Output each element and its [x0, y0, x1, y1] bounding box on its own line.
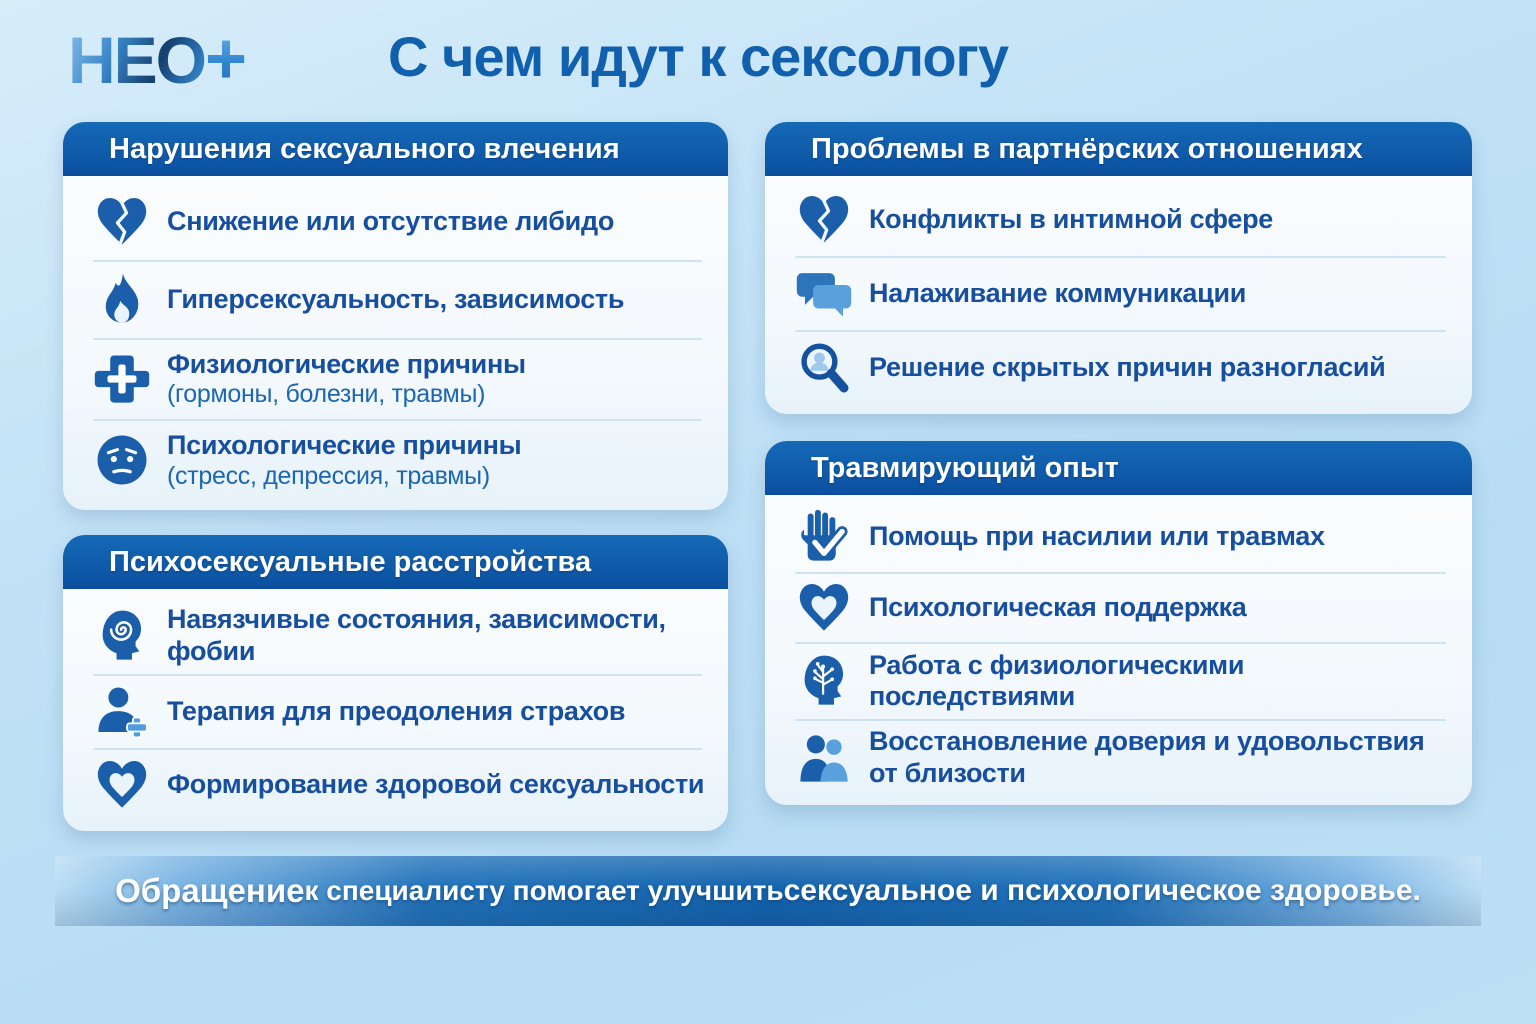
card-partner-problems: Проблемы в партнёрских отношениях Конфли…: [765, 122, 1472, 414]
item-label: Восстановление доверия и удовольствия от…: [869, 725, 1425, 788]
item-label: Конфликты в интимной сфере: [869, 204, 1273, 235]
item-label: Формирование здоровой сексуальности: [167, 769, 705, 800]
list-item: Налаживание коммуникации: [795, 265, 1452, 323]
logo: НЕО+: [68, 18, 247, 100]
item-subtitle: (стресс, депрессия, травмы): [167, 461, 490, 490]
heart-in-heart-icon: [93, 756, 151, 814]
card-header: Травмирующий опыт: [765, 441, 1472, 495]
footer-text-bold: сексуальное и психологическое здоровье.: [783, 874, 1421, 907]
list-item: Конфликты в интимной сфере: [795, 191, 1452, 249]
item-label: Навязчивые состояния, зависимости, фобии: [167, 603, 666, 666]
item-label: Помощь при насилии или травмах: [869, 521, 1325, 552]
chat-bubbles-icon: [795, 265, 853, 323]
card-sexual-desire-disorders: Нарушения сексуального влечения Снижение…: [63, 122, 728, 510]
divider: [795, 256, 1446, 258]
broken-heart-icon: [93, 193, 151, 251]
item-label: Терапия для преодоления страхов: [167, 695, 626, 726]
divider: [795, 571, 1446, 574]
item-label: Снижение или отсутствие либидо: [167, 205, 615, 236]
list-item: Психологические причины (стресс, депресс…: [93, 430, 708, 491]
head-spiral-icon: [93, 607, 151, 665]
medical-cross-icon: [93, 350, 151, 408]
item-label: Физиологические причины (гормоны, болезн…: [167, 349, 526, 410]
list-item: Формирование здоровой сексуальности: [93, 756, 708, 814]
list-item: Физиологические причины (гормоны, болезн…: [93, 349, 708, 410]
divider: [93, 337, 702, 340]
divider: [93, 674, 702, 677]
card-psychosexual-disorders: Психосексуальные расстройства Навязчивые…: [63, 535, 728, 831]
logo-plus-icon: +: [205, 19, 247, 99]
magnifier-head-icon: [795, 339, 853, 397]
item-label: Налаживание коммуникации: [869, 278, 1247, 309]
footer-text-bold: Обращение: [115, 872, 305, 909]
list-item: Работа с физиологическими последствиями: [795, 650, 1452, 714]
item-title: Психологические причины: [167, 429, 522, 460]
list-item: Снижение или отсутствие либидо: [93, 193, 708, 251]
card-body: Помощь при насилии или травмах Психологи…: [765, 495, 1472, 805]
divider: [93, 418, 702, 421]
couple-icon: [795, 729, 853, 787]
card-traumatic-experience: Травмирующий опыт Помощь при насилии или…: [765, 441, 1472, 805]
list-item: Психологическая поддержка: [795, 579, 1452, 637]
card-body: Навязчивые состояния, зависимости, фобии…: [63, 589, 728, 831]
card-header: Психосексуальные расстройства: [63, 535, 728, 589]
worried-face-icon: [93, 431, 151, 489]
broken-heart-icon: [795, 191, 853, 249]
divider: [795, 330, 1446, 332]
list-item: Навязчивые состояния, зависимости, фобии: [93, 604, 708, 668]
list-item: Решение скрытых причин разногласий: [795, 339, 1452, 397]
list-item: Восстановление доверия и удовольствия от…: [795, 726, 1452, 790]
item-title: Физиологические причины: [167, 348, 526, 379]
item-label: Психологические причины (стресс, депресс…: [167, 429, 522, 491]
item-label: Работа с физиологическими последствиями: [869, 649, 1245, 712]
card-body: Конфликты в интимной сфере Налаживание к…: [765, 176, 1472, 414]
item-label: Решение скрытых причин разногласий: [869, 352, 1386, 383]
logo-text: НЕО: [68, 23, 206, 97]
flame-icon: [93, 271, 151, 329]
item-subtitle: (гормоны, болезни, травмы): [167, 380, 486, 409]
divider: [795, 718, 1446, 721]
person-plus-icon: [93, 683, 151, 741]
divider: [93, 747, 702, 750]
list-item: Гиперсексуальность, зависимость: [93, 271, 708, 329]
footer-text-regular: к специалисту помогает улучшить: [304, 875, 784, 906]
card-header: Проблемы в партнёрских отношениях: [765, 122, 1472, 176]
divider: [795, 642, 1446, 645]
item-label: Гиперсексуальность, зависимость: [167, 283, 625, 314]
hand-check-icon: [795, 508, 853, 566]
page-title: С чем идут к сексологу: [388, 25, 1009, 88]
divider: [93, 259, 702, 262]
card-header: Нарушения сексуального влечения: [63, 122, 728, 176]
footer-banner: Обращение к специалисту помогает улучшит…: [55, 856, 1481, 926]
list-item: Терапия для преодоления страхов: [93, 683, 708, 741]
item-label: Психологическая поддержка: [869, 592, 1247, 622]
head-tree-icon: [795, 652, 853, 710]
list-item: Помощь при насилии или травмах: [795, 508, 1452, 566]
card-body: Снижение или отсутствие либидо Гиперсекс…: [63, 176, 728, 510]
heart-in-heart-icon: [795, 579, 853, 637]
